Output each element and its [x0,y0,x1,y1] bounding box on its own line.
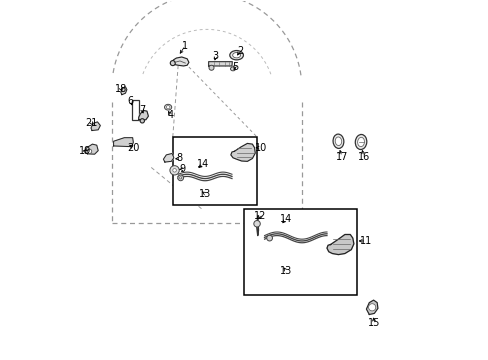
Polygon shape [366,300,377,315]
Ellipse shape [355,135,366,149]
Circle shape [266,235,272,241]
Circle shape [253,221,260,227]
Circle shape [169,166,179,175]
Bar [131,100,139,120]
Circle shape [368,304,375,311]
Ellipse shape [230,67,235,71]
Text: 20: 20 [127,143,139,153]
Ellipse shape [335,137,341,145]
Text: 14: 14 [279,215,291,224]
Text: 21: 21 [85,118,98,128]
Text: 19: 19 [79,146,91,156]
Text: 11: 11 [360,236,372,246]
Ellipse shape [332,134,343,148]
Circle shape [208,65,214,70]
Polygon shape [326,234,353,255]
Text: 8: 8 [176,153,182,163]
Text: 3: 3 [212,51,219,61]
Ellipse shape [166,105,169,109]
Circle shape [179,177,182,179]
Circle shape [87,149,92,153]
Text: 4: 4 [167,111,173,121]
Circle shape [178,175,183,181]
Polygon shape [121,87,126,95]
Polygon shape [208,62,232,66]
Text: 12: 12 [253,211,265,221]
Text: 6: 6 [127,96,133,106]
Ellipse shape [164,104,171,110]
Polygon shape [139,111,148,120]
Text: 14: 14 [197,159,209,169]
Bar [244,209,357,295]
Text: 7: 7 [139,105,145,115]
Text: 13: 13 [199,189,211,199]
Text: 13: 13 [280,266,292,276]
Text: 1: 1 [182,41,188,50]
Polygon shape [113,138,133,147]
Text: 18: 18 [114,84,127,94]
Text: 9: 9 [180,164,185,174]
Text: 16: 16 [357,152,369,162]
Ellipse shape [357,137,364,147]
Text: 5: 5 [231,62,238,72]
Circle shape [172,168,176,172]
Polygon shape [91,122,100,131]
Circle shape [170,60,175,66]
Polygon shape [163,153,174,162]
Text: 17: 17 [335,152,347,162]
Bar [172,137,257,205]
Ellipse shape [232,53,240,58]
Text: 15: 15 [367,319,380,328]
Text: 2: 2 [237,46,243,56]
Ellipse shape [229,50,243,60]
Polygon shape [171,57,188,66]
Text: 10: 10 [254,143,266,153]
Polygon shape [83,144,98,154]
Polygon shape [230,143,255,161]
Circle shape [140,119,144,123]
